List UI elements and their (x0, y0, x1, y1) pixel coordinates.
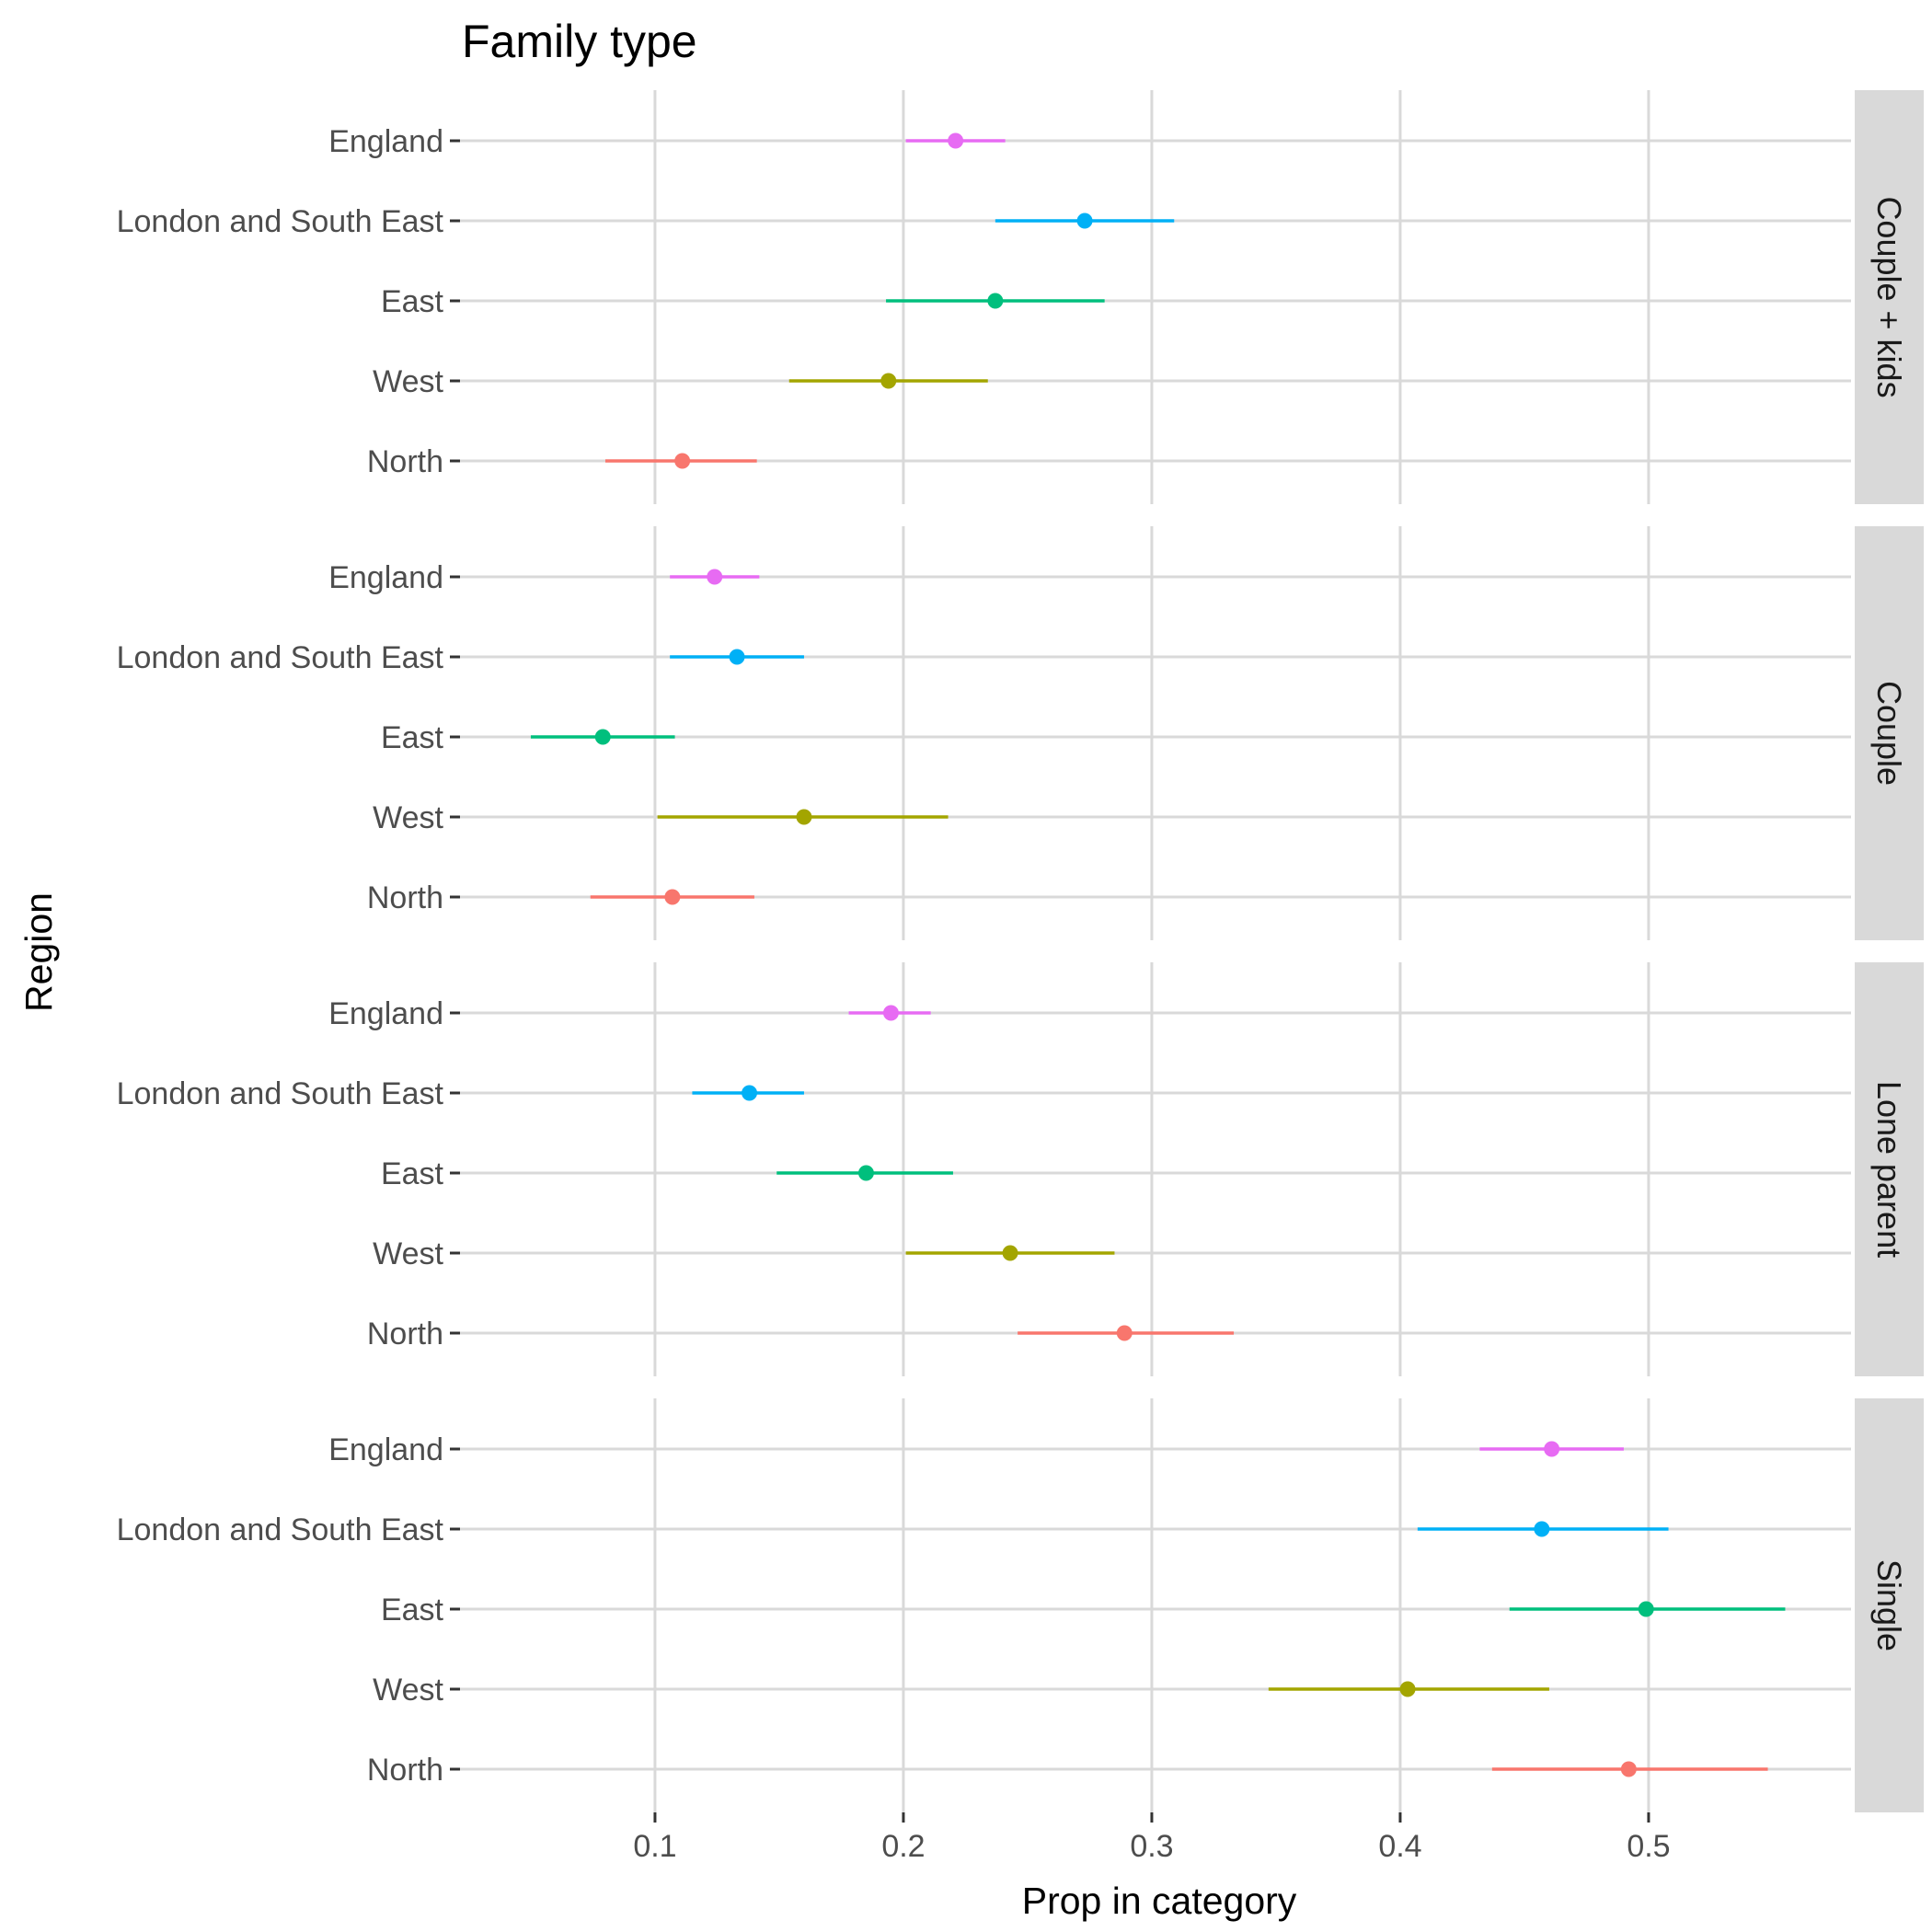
facet-panels: England London and South East East West Nort… (117, 90, 1924, 1812)
x-axis-title: Prop in category (1022, 1880, 1297, 1922)
y-tick-label: North (367, 880, 443, 915)
estimate-point (742, 1085, 758, 1101)
estimate-point (1534, 1521, 1550, 1537)
estimate-point (1620, 1761, 1637, 1777)
y-tick-label: West (373, 364, 443, 399)
estimate-point (1638, 1601, 1654, 1617)
y-tick-label: North (367, 444, 443, 479)
y-axis-title: Region (17, 892, 60, 1012)
y-tick-label: London and South East (117, 1512, 444, 1547)
estimate-point (729, 649, 745, 665)
estimate-point (987, 293, 1004, 309)
estimate-point (664, 889, 681, 905)
facet-panel: England London and South East East West Nort… (117, 1398, 1924, 1812)
x-tick-label: 0.2 (881, 1829, 925, 1864)
facet-strip-label: Couple + kids (1870, 196, 1908, 397)
y-tick-label: West (373, 1673, 443, 1708)
facet-strip (1855, 962, 1924, 1376)
y-tick-label: West (373, 800, 443, 835)
facet-strip-label: Lone parent (1870, 1081, 1908, 1258)
panel-background (460, 962, 1851, 1376)
y-tick-label: East (381, 1156, 444, 1191)
facet-panel: England London and South East East West Nort… (117, 90, 1924, 504)
estimate-point (1399, 1681, 1416, 1697)
y-tick-label: England (328, 560, 443, 595)
y-tick-label: England (328, 1432, 443, 1467)
y-tick-label: London and South East (117, 204, 444, 239)
panel-background (460, 90, 1851, 504)
facet-strip (1855, 90, 1924, 504)
facet-strip (1855, 1398, 1924, 1812)
y-tick-label: West (373, 1236, 443, 1271)
facet-panel: England London and South East East West Nort… (117, 962, 1924, 1376)
estimate-point (674, 453, 691, 469)
y-tick-label: London and South East (117, 640, 444, 675)
facet-strip-label: Couple (1870, 681, 1908, 786)
x-tick-label: 0.5 (1627, 1829, 1670, 1864)
chart-title: Family type (462, 16, 697, 67)
estimate-point (796, 809, 812, 825)
estimate-point (594, 729, 611, 745)
x-tick-label: 0.4 (1378, 1829, 1421, 1864)
facet-strip-label: Single (1870, 1559, 1908, 1651)
estimate-point (1116, 1325, 1133, 1341)
x-axis: 0.1 0.2 0.3 0.4 0.5 (633, 1812, 1671, 1864)
y-tick-label: East (381, 1593, 444, 1627)
x-tick-label: 0.1 (633, 1829, 676, 1864)
y-tick-label: London and South East (117, 1076, 444, 1111)
estimate-point (880, 373, 897, 389)
y-tick-label: East (381, 284, 444, 319)
estimate-point (1002, 1245, 1018, 1261)
facet-strip (1855, 526, 1924, 940)
estimate-point (948, 132, 964, 149)
y-tick-label: North (367, 1753, 443, 1788)
estimate-point (1544, 1441, 1560, 1457)
y-tick-label: North (367, 1317, 443, 1351)
estimate-point (707, 569, 723, 585)
panel-background (460, 1398, 1851, 1812)
estimate-point (882, 1005, 899, 1021)
estimate-point (1076, 213, 1093, 229)
estimate-point (857, 1165, 874, 1181)
facet-panel: England London and South East East West Nort… (117, 526, 1924, 940)
y-tick-label: England (328, 124, 443, 159)
y-tick-label: England (328, 996, 443, 1031)
panel-background (460, 526, 1851, 940)
y-tick-label: East (381, 720, 444, 755)
x-tick-label: 0.3 (1130, 1829, 1173, 1864)
